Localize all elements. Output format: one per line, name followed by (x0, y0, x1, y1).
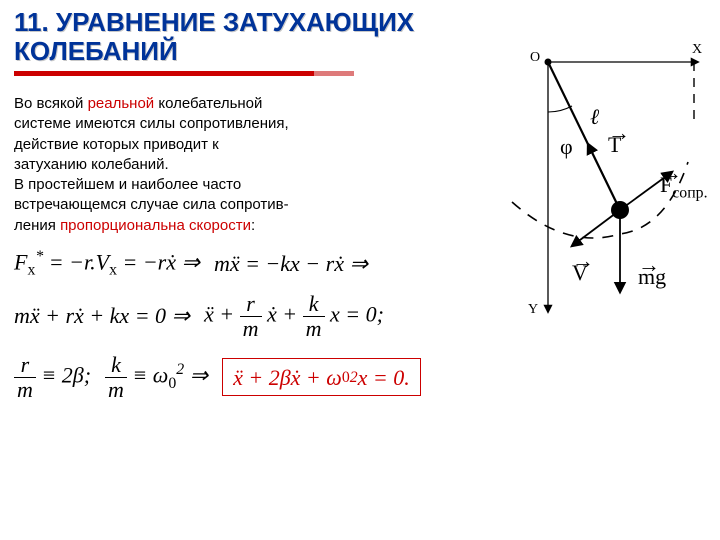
eq1b: mẍ = −kx − rẋ ⇒ (214, 251, 368, 277)
eq2b: ẍ + rm ẋ + km x = 0; (204, 292, 384, 341)
eq3-boxed: ẍ + 2βẋ + ω02x = 0. (222, 358, 421, 396)
title-underline (14, 71, 354, 76)
eq3b: km ≡ ω02 ⇒ (105, 353, 208, 402)
pendulum-diagram: OXYℓφT→F→сопр.V→mg→ (460, 54, 704, 324)
eq2a: mẍ + rẋ + kx = 0 ⇒ (14, 303, 190, 329)
eq3a: rm ≡ 2β; (14, 353, 91, 402)
body-paragraph: Во всякой реальной колебательнойсистеме … (0, 76, 420, 236)
eq1a: Fx* = −r.Vx = −rẋ ⇒ (14, 248, 200, 280)
equation-row-3: rm ≡ 2β; km ≡ ω02 ⇒ ẍ + 2βẋ + ω02x = 0. (0, 353, 720, 402)
